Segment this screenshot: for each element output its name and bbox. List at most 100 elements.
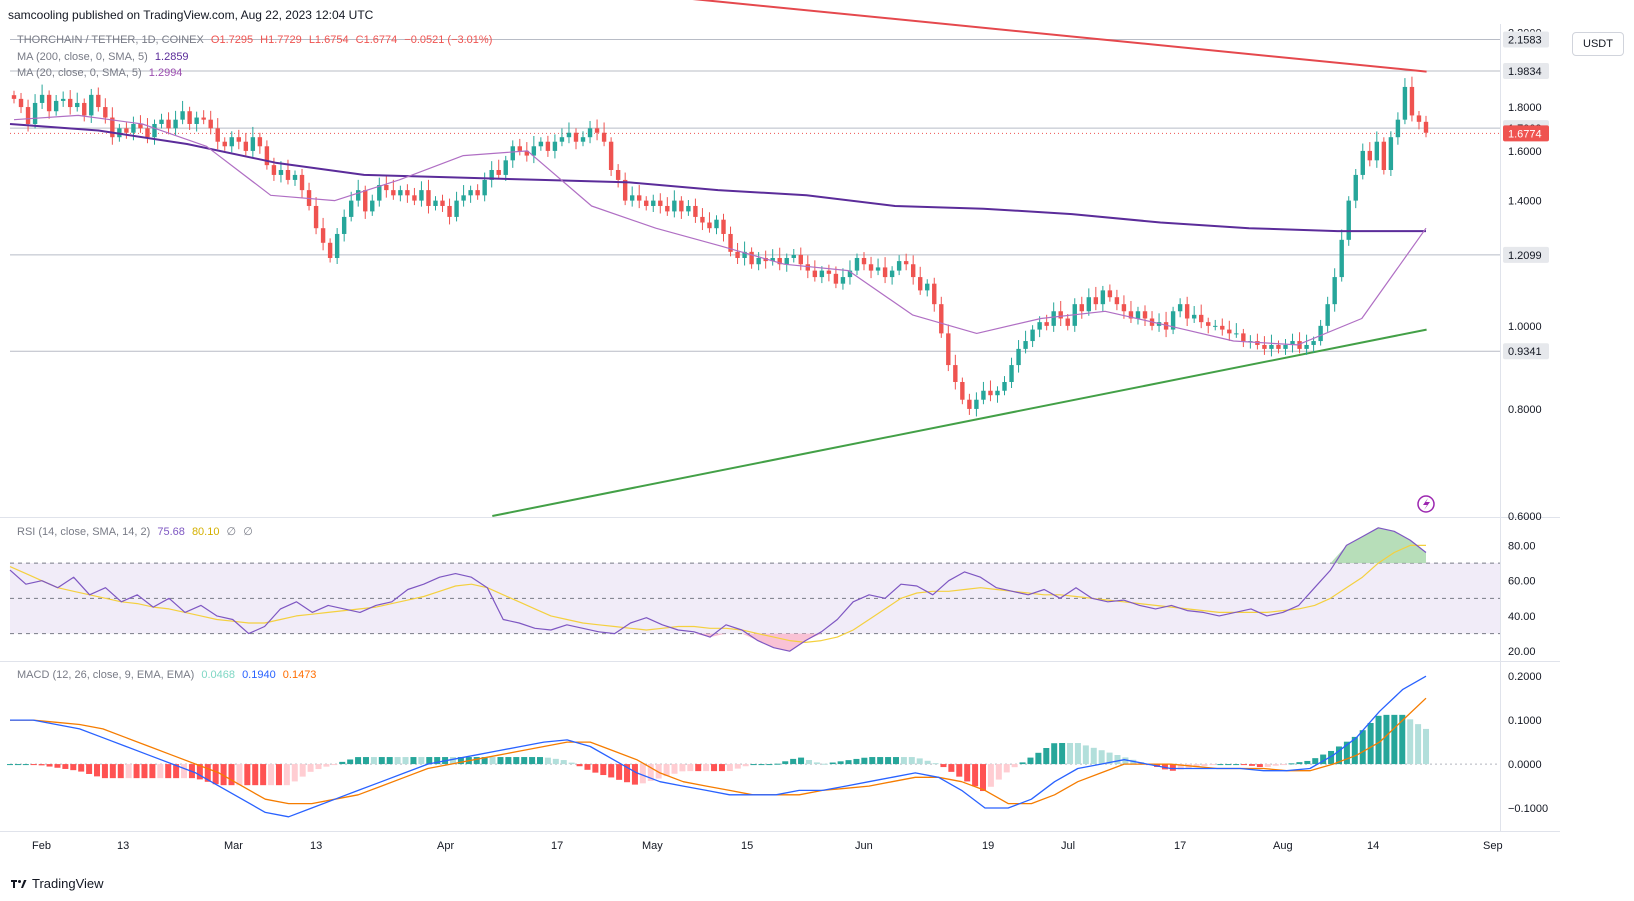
macd-hist-bar [964,764,971,782]
macd-hist-bar [703,764,710,772]
candle-body [1283,344,1288,349]
candle-body [932,283,937,305]
candle-body [714,219,719,229]
symbol-title: THORCHAIN / TETHER, 1D, COINEX [17,34,204,46]
candle-body [1030,329,1035,342]
candle-body [313,205,319,229]
macd-hist-bar [1312,758,1319,765]
candle-body [1395,119,1401,138]
macd-signal-line [10,697,1427,805]
candle-body [496,169,501,175]
macd-hist-bar [54,764,61,768]
macd-hist-bar [7,764,13,766]
candle-body [1199,314,1204,323]
candle-body [1416,115,1422,122]
macd-hist-bar [1209,764,1216,766]
candle-body [18,98,24,108]
candle-body [791,254,796,258]
x-tick-label: 19 [982,840,994,852]
macd-hist-bar [1256,764,1263,768]
candle-body [693,205,698,217]
ohlc-open: O1.7295 [210,34,254,46]
macd-hist-bar [916,758,923,765]
macd-hist-bar [568,762,575,765]
candle-body [426,190,431,206]
alert-flash-icon [1417,495,1435,513]
macd-hist-bar [655,764,662,779]
candle-body [341,216,347,234]
macd-hist-bar [576,764,583,767]
macd-hist-bar [1391,714,1398,765]
rsi-overbought-fill [1330,527,1426,564]
candle-body [11,95,17,99]
macd-signal-value: 0.1473 [282,669,317,681]
candle-body [615,169,621,180]
candle-body [644,200,649,206]
y-tick-label: 1.0000 [1508,321,1542,333]
y-tick-label: 1.6000 [1508,146,1542,158]
candle-body [833,273,839,284]
candle-body [208,119,213,129]
macd-hist-bar [1217,764,1224,766]
candle-body [1107,290,1113,298]
price-level-tag [1503,246,1549,263]
candle-body [82,102,87,116]
macd-hist-bar [663,764,670,777]
candle-body [475,190,480,196]
candle-body [166,119,171,129]
candle-body [1051,311,1056,326]
candle-body [742,251,747,258]
candle-body [356,190,361,201]
candle-body [243,141,249,151]
candle-body [67,98,73,108]
macd-hist-bar [283,764,290,786]
candle-body [545,141,551,151]
macd-hist-bar [1122,757,1129,765]
candle-body [749,251,754,265]
macd-hist-bar [275,764,282,786]
macd-hist-bar [972,764,979,787]
candle-body [53,100,59,112]
candle-body [377,184,382,201]
candle-body [601,132,607,142]
candle-body [918,277,923,291]
candle-body [566,132,572,138]
candle-body [1346,200,1351,240]
tradingview-logo-icon [11,879,27,888]
macd-y-tick-label: 0.0000 [1508,759,1542,771]
macd-hist-bar [592,764,599,773]
macd-hist-bar [980,764,987,792]
candle-body [1135,311,1141,319]
macd-hist-bar [1296,762,1303,765]
macd-hist-bar [1367,722,1374,765]
macd-hist-bar [560,760,567,765]
candle-body [39,94,45,103]
candle-body [419,190,424,201]
last-price-label: 1.6774 [1508,128,1542,140]
macd-hist-bar [228,764,235,786]
candle-body [1297,341,1302,349]
x-tick-label: Feb [32,840,51,852]
macd-hist-bar [260,764,267,786]
macd-hist-bar [1114,755,1121,765]
candle-body [1367,150,1373,161]
candle-body [925,283,930,291]
macd-hist-bar [821,763,828,765]
currency-button[interactable]: USDT [1572,32,1624,56]
x-tick-label: Mar [224,840,243,852]
candle-body [75,102,80,108]
ohlc-change: −0.0521 (−3.01%) [404,34,493,46]
candle-body [187,111,192,124]
candle-body [672,200,677,212]
macd-hist-bar [774,763,781,765]
macd-hist-bar [529,757,536,765]
macd-hist-bar [1407,719,1414,765]
macd-hist-bar [750,764,757,766]
candle-body [679,200,684,212]
macd-hist-bar [1074,743,1081,765]
macd-hist-bar [718,764,725,772]
candle-body [889,270,895,278]
candle-body [1311,341,1316,345]
macd-hist-bar [323,764,330,767]
macd-hist-bar [608,764,615,778]
